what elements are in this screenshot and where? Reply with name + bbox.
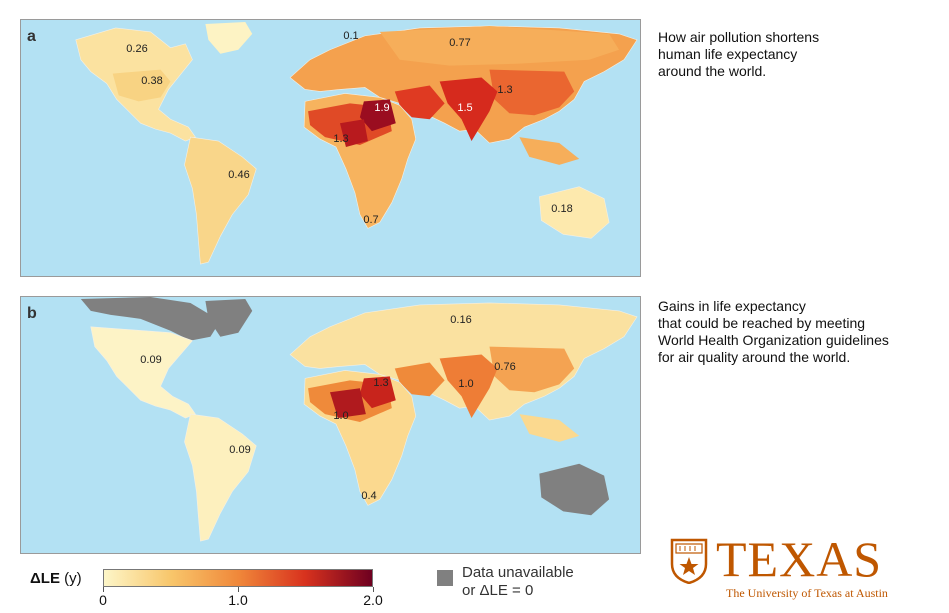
label-china: 1.3 (497, 84, 513, 96)
india-region (439, 77, 498, 142)
label-south-america: 0.46 (228, 169, 250, 181)
label-usa: 0.38 (141, 75, 163, 87)
label-usa: 0.09 (140, 354, 162, 366)
legend-colorbar (103, 569, 373, 587)
australia-unavailable (539, 463, 610, 516)
west-africa-hotspot (330, 388, 366, 419)
texas-subtitle: The University of Texas at Austin (726, 586, 888, 600)
legend-title-unit: (y) (64, 570, 82, 587)
data-unavailable-swatch (437, 570, 453, 586)
map-panel-b: b 0.09 0.16 1.3 1.0 0.76 1.0 0.09 0.4 (20, 296, 641, 554)
caption-a: How air pollution shortens human life ex… (658, 29, 820, 79)
middle-east-region (394, 85, 445, 120)
panel-letter-a: a (27, 28, 36, 45)
panel-letter-b: b (27, 305, 37, 322)
south-america (184, 136, 257, 265)
south-america (184, 413, 257, 542)
china-region (489, 69, 575, 116)
legend-tick-label: 2.0 (363, 592, 383, 608)
legend-tick-label: 1.0 (228, 592, 248, 608)
label-north-africa: 1.3 (373, 377, 389, 389)
label-north-africa: 1.9 (374, 102, 390, 114)
russia-region (379, 25, 620, 66)
data-unavailable-label: Data unavailable or ΔLE = 0 (462, 564, 574, 600)
ut-shield-icon (670, 538, 708, 584)
middle-east-region (394, 362, 445, 397)
label-china: 0.76 (494, 361, 516, 373)
legend-title: ΔLE (y) (30, 570, 82, 587)
greenland-unavailable (205, 298, 253, 337)
map-panel-a: a 0.26 0.38 0.1 0.77 1.9 1.5 1.3 1.3 0.4… (20, 19, 641, 277)
label-india: 1.0 (458, 378, 474, 390)
greenland (205, 21, 253, 54)
australia (539, 186, 610, 239)
label-canada: 0.26 (126, 43, 148, 55)
label-india: 1.5 (457, 102, 473, 114)
canada-unavailable (80, 297, 221, 341)
label-southern-africa: 0.4 (361, 490, 377, 502)
southeast-asia (519, 137, 580, 165)
world-map-a (21, 20, 640, 276)
data-unavailable-line2: or ΔLE = 0 (462, 582, 534, 599)
label-greenland: 0.1 (343, 30, 359, 42)
ut-austin-logo: TEXAS The University of Texas at Austin (670, 531, 896, 602)
label-southern-africa: 0.7 (363, 214, 379, 226)
southeast-asia (519, 414, 580, 442)
label-south-america: 0.09 (229, 444, 251, 456)
north-africa-hotspot (359, 99, 396, 132)
data-unavailable-line1: Data unavailable (462, 564, 574, 581)
legend-tick-mark (102, 587, 104, 592)
west-africa-hotspot (339, 119, 368, 148)
legend-tick-mark (372, 587, 374, 592)
caption-b: Gains in life expectancy that could be r… (658, 298, 889, 365)
texas-wordmark: TEXAS (716, 531, 883, 587)
legend-tick-mark (237, 587, 239, 592)
china-region (489, 346, 575, 393)
legend-tick-label: 0 (99, 592, 107, 608)
india-region (439, 354, 498, 419)
world-map-b (21, 297, 640, 553)
usa-region (112, 69, 171, 102)
legend-title-main: ΔLE (30, 570, 60, 587)
label-russia: 0.77 (449, 37, 471, 49)
label-west-africa: 1.3 (333, 133, 349, 145)
label-australia: 0.18 (551, 203, 573, 215)
label-russia: 0.16 (450, 314, 472, 326)
north-africa-hotspot (359, 376, 396, 409)
label-west-africa: 1.0 (333, 410, 349, 422)
